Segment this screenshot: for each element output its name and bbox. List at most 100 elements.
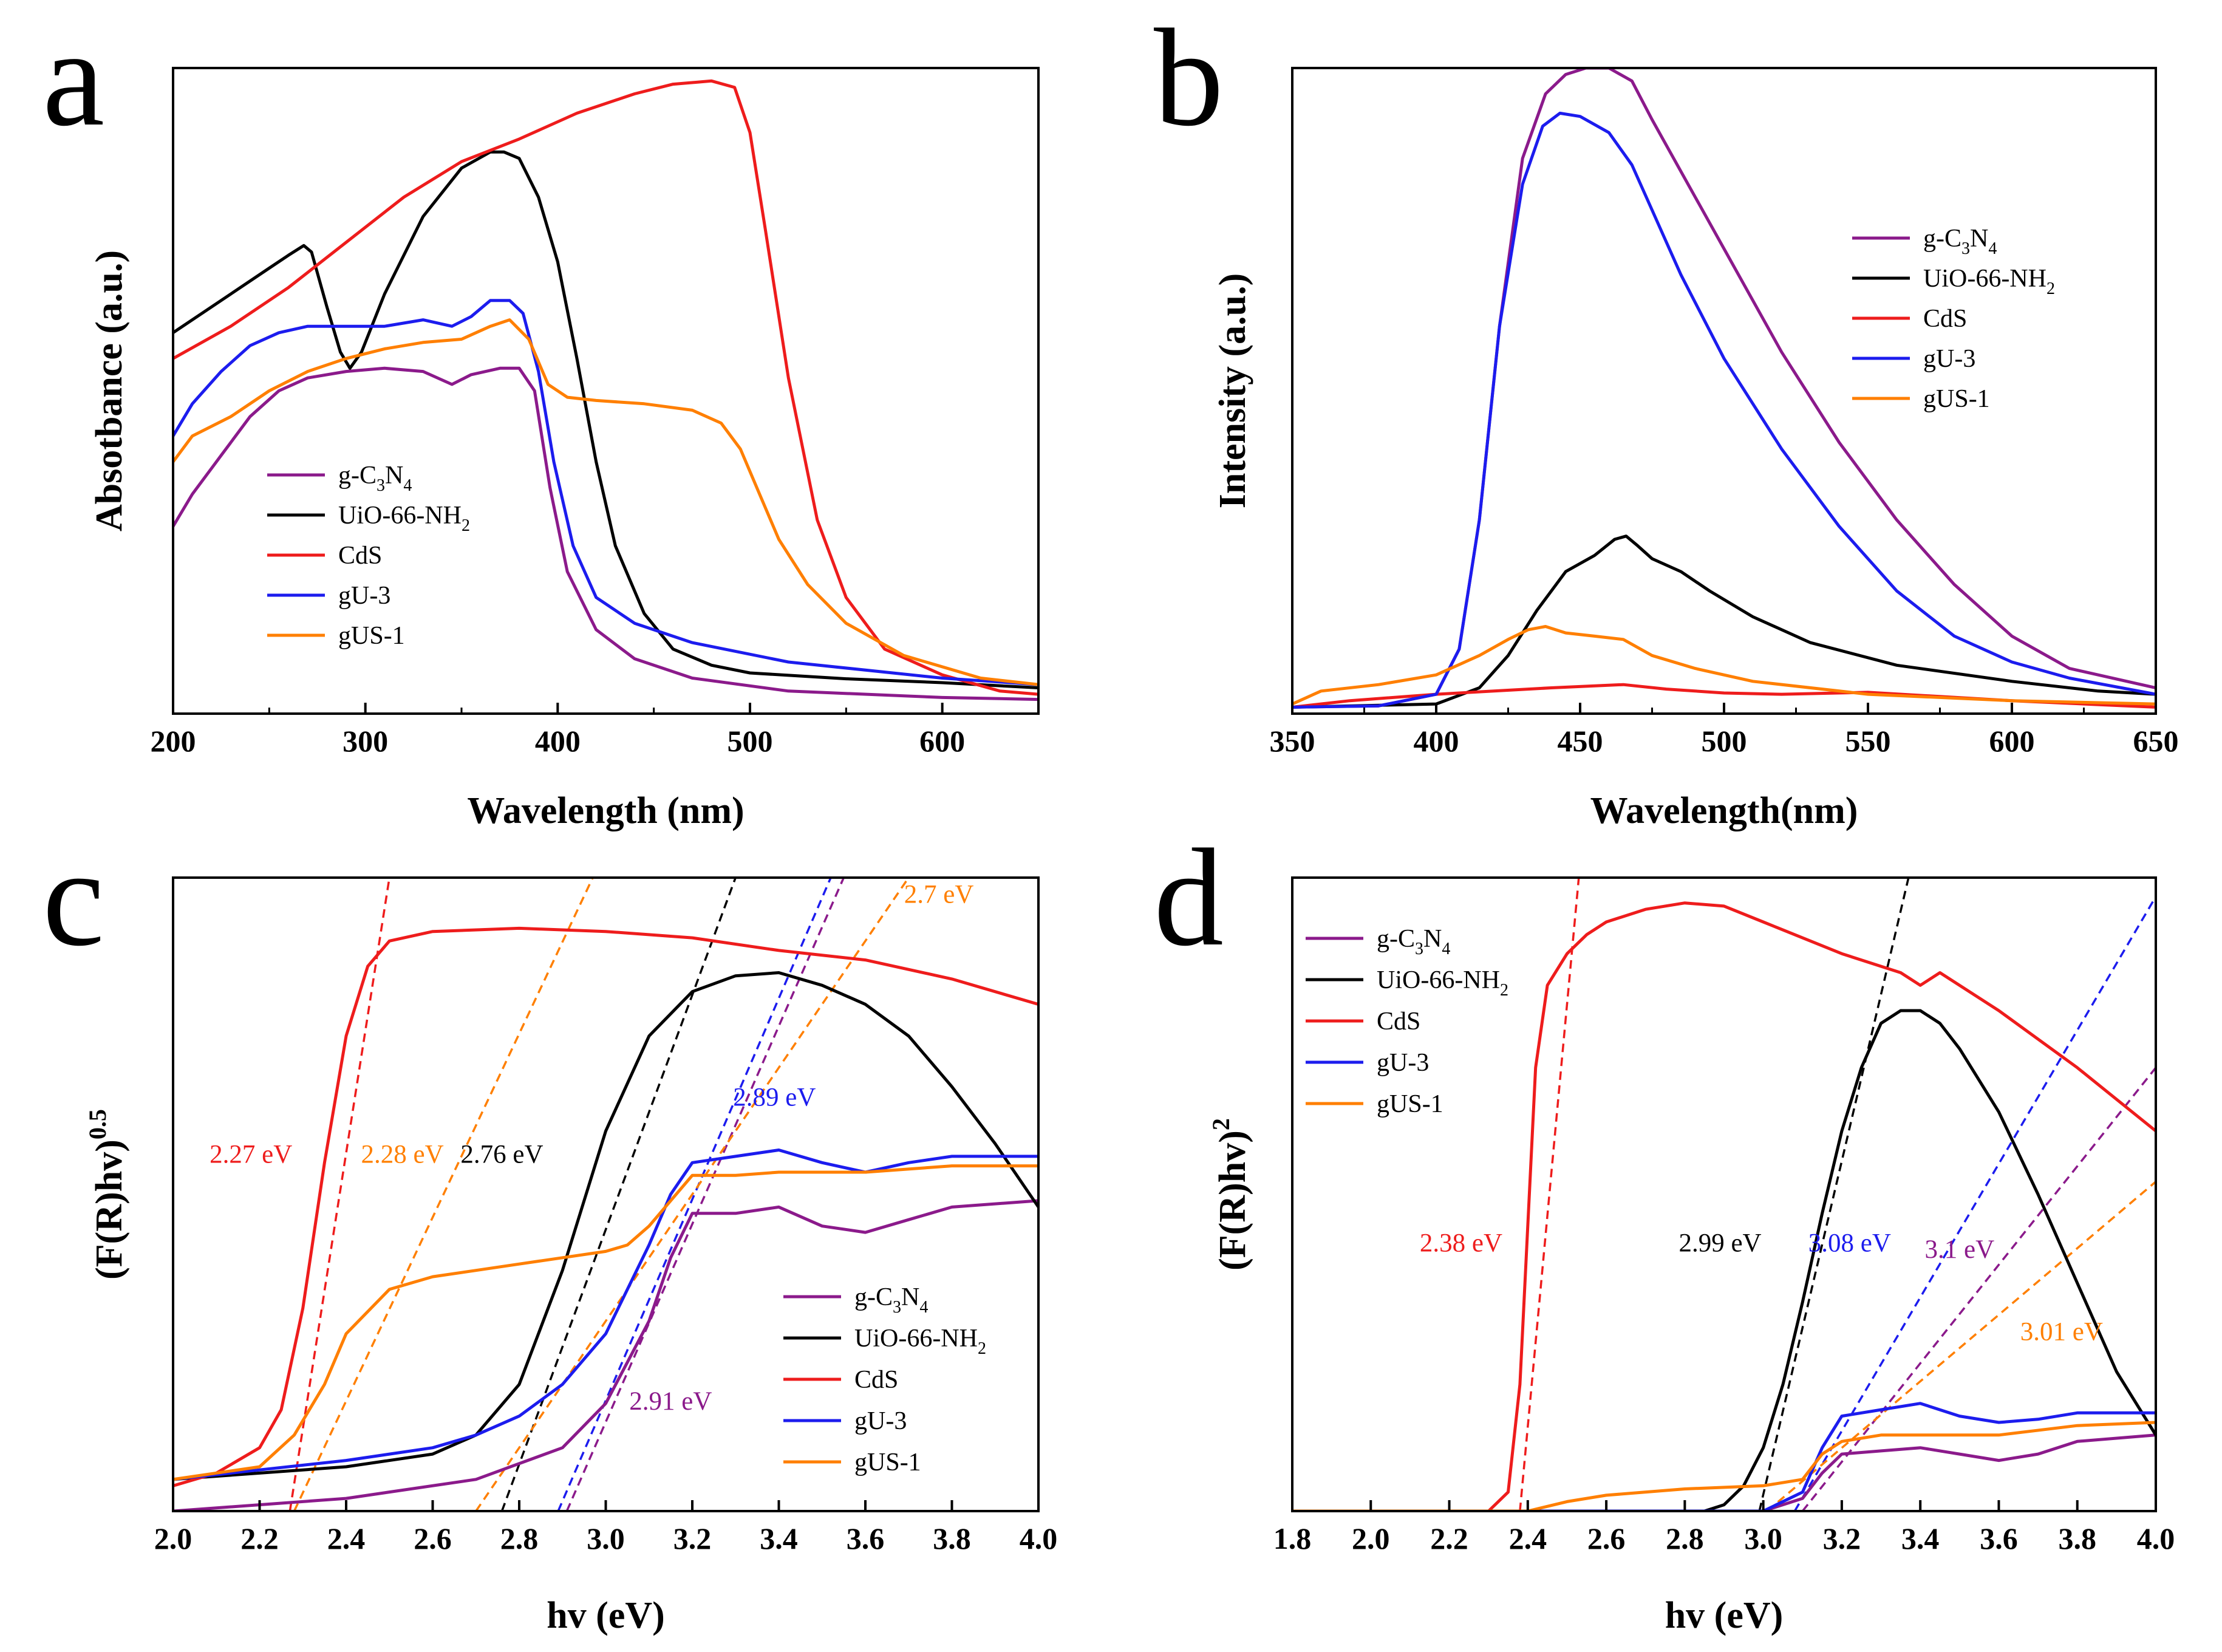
legend-label: gU-3 bbox=[1923, 345, 1975, 373]
panel-letter: b bbox=[1154, 0, 1224, 155]
y-axis-title: Intensity (a.u.) bbox=[1212, 273, 1253, 509]
x-axis-title: Wavelength (nm) bbox=[467, 790, 744, 831]
y-axis-title-main: Intensity (a.u.) bbox=[1212, 273, 1253, 509]
legend-label: CdS bbox=[1923, 305, 1967, 333]
legend-label-part: gU-3 bbox=[854, 1407, 907, 1435]
x-tick-label: 400 bbox=[1414, 724, 1459, 758]
series-line-gus-1 bbox=[173, 318, 1038, 686]
series-line-gus-1 bbox=[1292, 1421, 2156, 1511]
series-line-g-c3n4 bbox=[1292, 68, 2156, 709]
legend-label-part: 2 bbox=[462, 516, 470, 535]
legend-label-part: gU-3 bbox=[1377, 1049, 1429, 1077]
x-tick-label: 2.0 bbox=[154, 1521, 193, 1555]
x-tick-label: 200 bbox=[151, 724, 196, 758]
x-tick-label: 500 bbox=[728, 724, 773, 758]
y-axis-title-main: Absotbance (a.u.) bbox=[89, 250, 130, 531]
panel-d: d 1.8 2.0 2.2 2.4 2.6 2.8 3.0 3.2 3.4 3.6 3.8 4.0 hv … bbox=[1154, 820, 2175, 1636]
x-tick-label: 1.8 bbox=[1273, 1521, 1312, 1555]
x-tick-label: 2.0 bbox=[1352, 1521, 1390, 1555]
plot-area bbox=[173, 878, 1038, 1511]
plot-area bbox=[1292, 878, 2156, 1511]
annotation-label: 2.27 eV bbox=[210, 1140, 292, 1169]
series-line-cds bbox=[173, 79, 1038, 696]
legend-label: UiO-66-NH2 bbox=[854, 1325, 986, 1358]
annotation-label: 2.38 eV bbox=[1420, 1229, 1502, 1257]
x-tick-label: 2.4 bbox=[1509, 1521, 1547, 1555]
x-tick-label: 500 bbox=[1702, 724, 1747, 758]
panel-b: b 350 400 450 500 550 600 650 Wavelength(nm) Inte… bbox=[1154, 0, 2179, 831]
x-tick-label: 3.2 bbox=[673, 1521, 712, 1555]
x-tick-label: 3.6 bbox=[1980, 1521, 2018, 1555]
legend-label-part: g-C bbox=[1923, 225, 1961, 253]
annotation-label: 3.1 eV bbox=[1924, 1235, 1994, 1264]
x-tick-label: 4.0 bbox=[2137, 1521, 2175, 1555]
legend-label-part: 4 bbox=[1988, 239, 1997, 258]
fit-line bbox=[475, 878, 910, 1511]
x-tick-label: 600 bbox=[1989, 724, 2035, 758]
legend-label: gU-3 bbox=[338, 582, 390, 610]
x-tick-label: 2.6 bbox=[414, 1521, 452, 1555]
annotation-label: 2.76 eV bbox=[460, 1140, 543, 1169]
legend: g-C3N4 UiO-66-NH2 CdS gU-3 gUS-1 bbox=[783, 1283, 986, 1476]
annotation-label: 2.99 eV bbox=[1678, 1229, 1761, 1257]
legend-label-part: gUS-1 bbox=[854, 1449, 921, 1476]
annotation-label: 3.08 eV bbox=[1808, 1229, 1891, 1257]
legend-label-part: UiO-66-NH bbox=[854, 1325, 978, 1353]
panel-a: a 200 300 400 500 600 Wavelength (nm) Absotbanc… bbox=[43, 0, 1040, 831]
x-tick-label: 450 bbox=[1558, 724, 1603, 758]
legend-label: UiO-66-NH2 bbox=[338, 502, 470, 535]
x-tick-label: 3.0 bbox=[1744, 1521, 1782, 1555]
legend-label-part: CdS bbox=[854, 1366, 898, 1394]
series-line-gu-3 bbox=[1292, 1402, 2156, 1511]
legend-label: CdS bbox=[1377, 1008, 1420, 1036]
legend-label-part: 3 bbox=[1415, 940, 1423, 958]
legend-label-part: 4 bbox=[403, 476, 412, 495]
x-tick-label: 2.6 bbox=[1587, 1521, 1626, 1555]
fit-line bbox=[565, 878, 845, 1511]
legend-label-part: gUS-1 bbox=[1377, 1090, 1443, 1118]
x-tick-label: 4.0 bbox=[1020, 1521, 1058, 1555]
y-axis-title-superscript: 2 bbox=[1207, 1118, 1235, 1130]
fit-line bbox=[1801, 1067, 2156, 1511]
legend-label-part: 2 bbox=[1500, 981, 1508, 1000]
legend-label-part: UiO-66-NH bbox=[1923, 265, 2046, 293]
y-axis-title-superscript: 0.5 bbox=[84, 1109, 111, 1139]
y-axis-title: (F(R)hv)0.5 bbox=[84, 1109, 130, 1280]
x-tick-label: 3.4 bbox=[1901, 1521, 1940, 1555]
x-tick-label: 2.8 bbox=[1666, 1521, 1704, 1555]
x-tick-label: 600 bbox=[919, 724, 965, 758]
legend-label-part: N bbox=[385, 462, 403, 490]
legend-label-part: gU-3 bbox=[338, 582, 390, 610]
legend-label-part: 3 bbox=[1961, 239, 1970, 258]
x-tick-label: 3.4 bbox=[760, 1521, 798, 1555]
x-tick-label: 2.2 bbox=[1430, 1521, 1468, 1555]
legend-label-part: N bbox=[901, 1283, 919, 1311]
legend-label-part: UiO-66-NH bbox=[1377, 966, 1500, 994]
fit-line bbox=[1519, 878, 1580, 1511]
legend-label-part: N bbox=[1970, 225, 1988, 253]
series-line-cds bbox=[1292, 901, 2156, 1511]
annotation-label: 2.7 eV bbox=[904, 881, 974, 909]
annotation-label: 2.91 eV bbox=[629, 1387, 712, 1416]
series-line-uio-66-nh2 bbox=[173, 150, 1038, 689]
legend-label: gUS-1 bbox=[1377, 1090, 1443, 1118]
legend-label-part: 2 bbox=[2046, 279, 2055, 298]
x-tick-label: 3.6 bbox=[847, 1521, 885, 1555]
legend-label-part: gU-3 bbox=[1923, 345, 1975, 373]
fit-line bbox=[293, 878, 594, 1511]
legend-label: gUS-1 bbox=[1923, 385, 1990, 413]
x-tick-label: 3.0 bbox=[587, 1521, 625, 1555]
annotation-label: 2.89 eV bbox=[733, 1083, 816, 1111]
legend-label-part: g-C bbox=[854, 1283, 893, 1311]
x-tick-label: 550 bbox=[1845, 724, 1891, 758]
legend-label: g-C3N4 bbox=[1923, 225, 1997, 258]
x-tick-label: 2.2 bbox=[240, 1521, 279, 1555]
legend: g-C3N4 UiO-66-NH2 CdS gU-3 gUS-1 bbox=[267, 462, 470, 650]
legend-label-part: 4 bbox=[1442, 940, 1450, 958]
y-axis-title: (F(R)hv)2 bbox=[1207, 1118, 1253, 1271]
series-line-uio-66-nh2 bbox=[1292, 534, 2156, 709]
legend-label: gUS-1 bbox=[854, 1449, 921, 1476]
legend-label-part: 3 bbox=[377, 476, 385, 495]
x-tick-label: 650 bbox=[2133, 724, 2179, 758]
